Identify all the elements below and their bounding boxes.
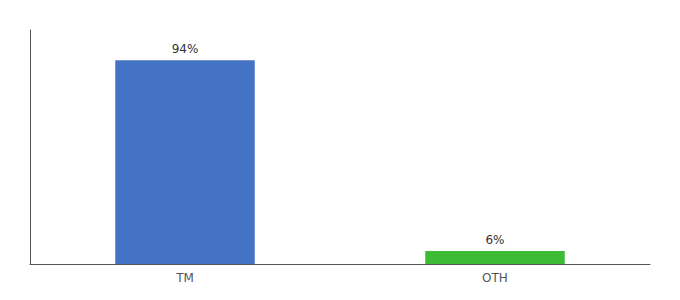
svg-text:6%: 6% xyxy=(485,233,504,247)
svg-text:TM: TM xyxy=(175,271,194,285)
svg-text:OTH: OTH xyxy=(482,271,508,285)
svg-text:94%: 94% xyxy=(172,42,199,56)
